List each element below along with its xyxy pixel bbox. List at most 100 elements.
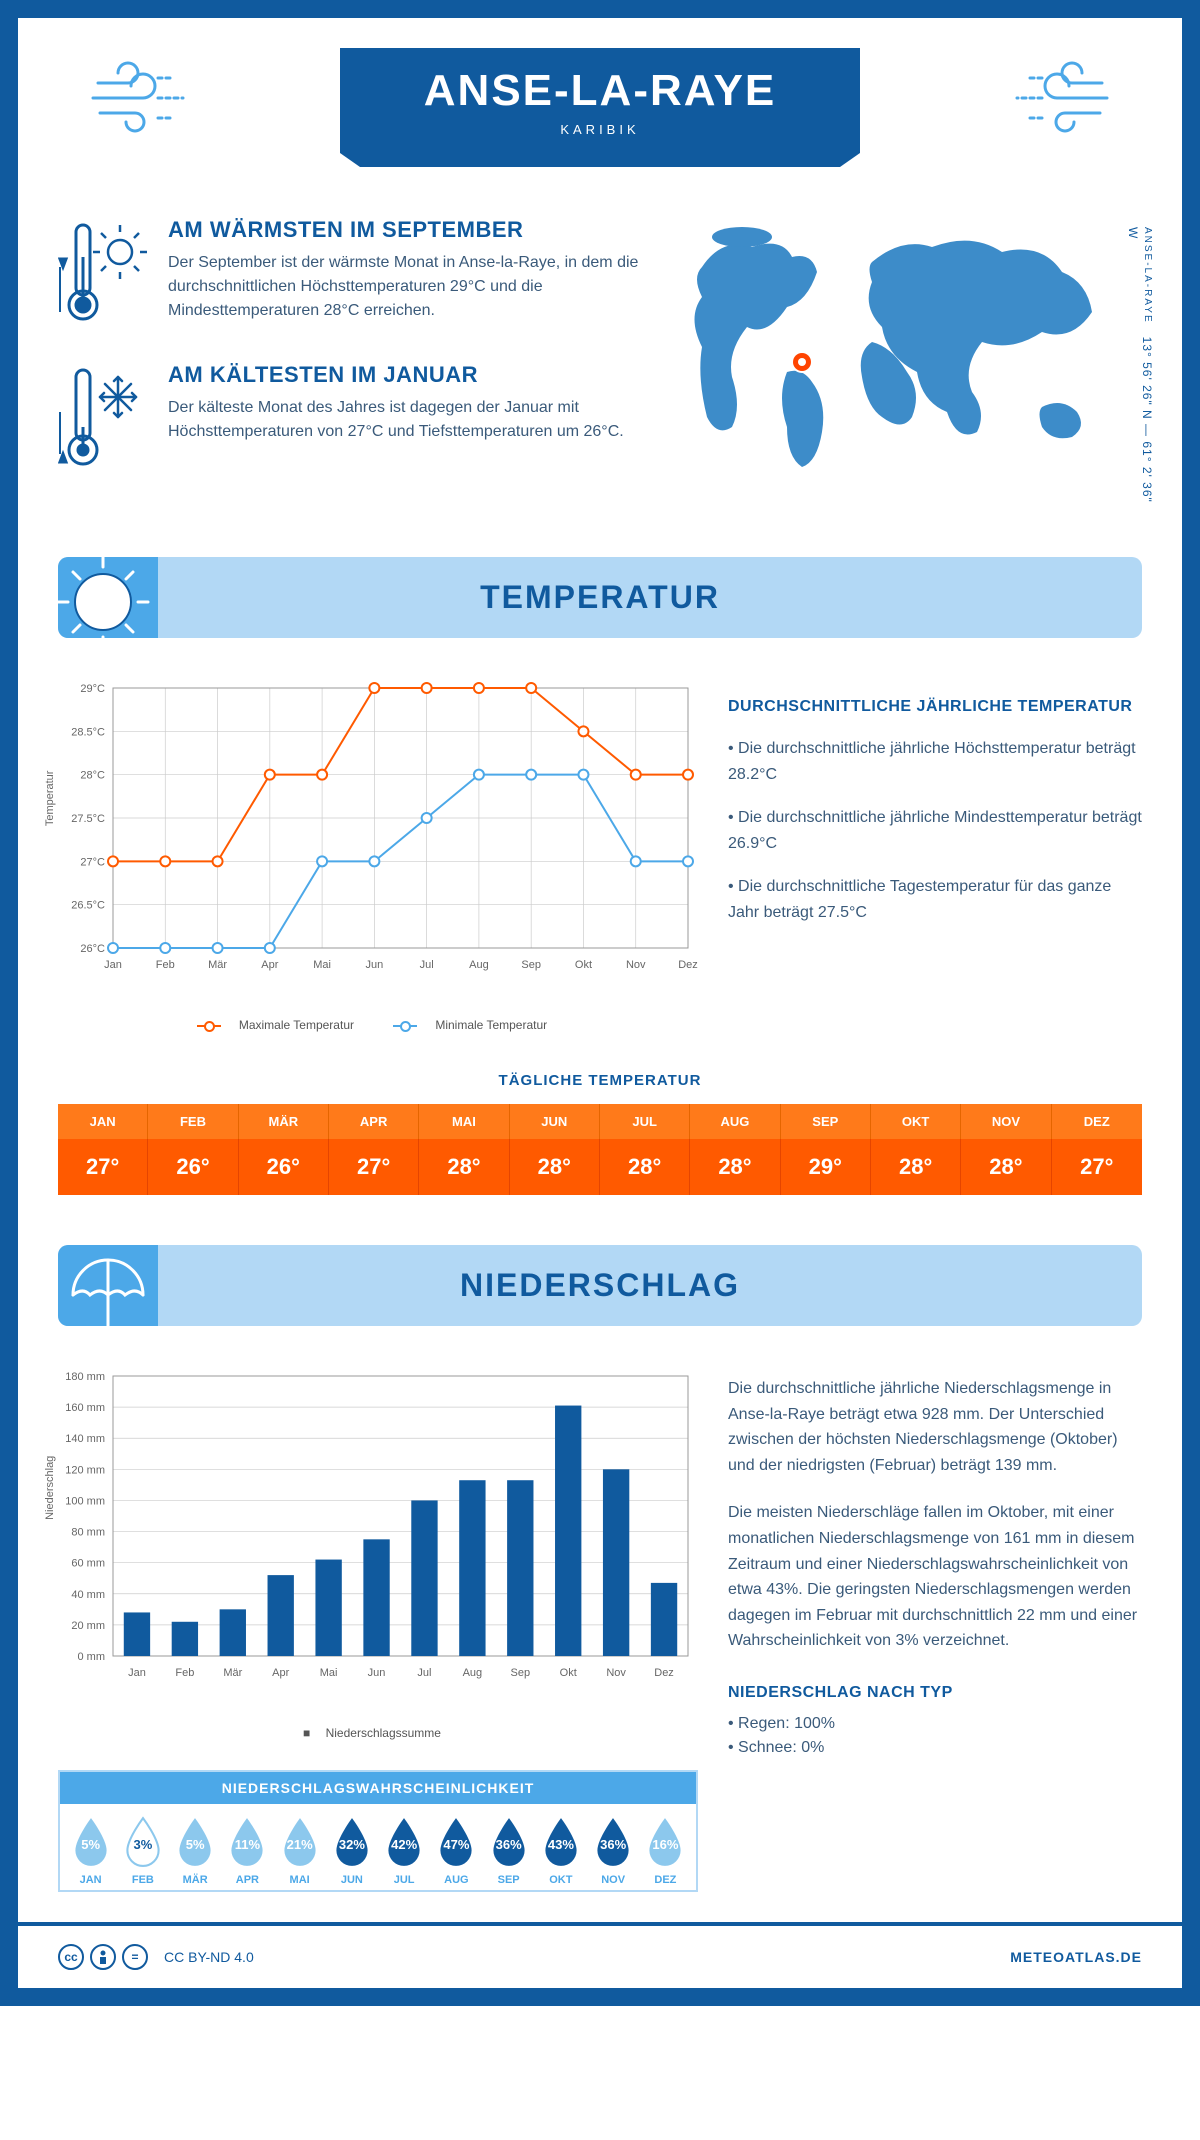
precip-type-item: • Regen: 100% (728, 1712, 1142, 1736)
svg-text:Mär: Mär (208, 959, 227, 971)
precipitation-section-header: NIEDERSCHLAG (58, 1245, 1142, 1326)
daily-column: APR27° (329, 1104, 419, 1195)
svg-text:27°C: 27°C (80, 856, 105, 868)
probability-drops: 5% JAN 3% FEB 5% MÄR 11% APR 21% MAI (60, 1804, 696, 1890)
svg-text:140 mm: 140 mm (65, 1433, 105, 1445)
cc-icon: cc (58, 1944, 84, 1970)
daily-value: 26° (148, 1139, 238, 1195)
svg-text:100 mm: 100 mm (65, 1495, 105, 1507)
daily-column: JUL28° (600, 1104, 690, 1195)
svg-text:Dez: Dez (678, 959, 698, 971)
svg-text:180 mm: 180 mm (65, 1371, 105, 1383)
temperature-summary: DURCHSCHNITTLICHE JÄHRLICHE TEMPERATUR •… (728, 678, 1142, 1032)
svg-text:Mär: Mär (223, 1667, 242, 1679)
probability-title: NIEDERSCHLAGSWAHRSCHEINLICHKEIT (60, 1772, 696, 1804)
probability-drop: 5% MÄR (171, 1816, 220, 1886)
footer: cc = CC BY-ND 4.0 METEOATLAS.DE (18, 1922, 1182, 1988)
precip-paragraph: Die meisten Niederschläge fallen im Okto… (728, 1500, 1142, 1654)
daily-value: 27° (58, 1139, 148, 1195)
daily-column: MAI28° (419, 1104, 509, 1195)
svg-text:29°C: 29°C (80, 683, 105, 695)
thermometer-sun-icon (58, 217, 148, 332)
daily-value: 28° (871, 1139, 961, 1195)
svg-text:160 mm: 160 mm (65, 1402, 105, 1414)
svg-text:60 mm: 60 mm (71, 1558, 105, 1570)
world-map: ANSE-LA-RAYE 13° 56' 26" N — 61° 2' 36" … (672, 217, 1142, 507)
precip-type-item: • Schnee: 0% (728, 1736, 1142, 1760)
daily-column: DEZ27° (1052, 1104, 1142, 1195)
svg-text:26°C: 26°C (80, 943, 105, 955)
coldest-body: Der kälteste Monat des Jahres ist dagege… (168, 396, 642, 444)
daily-month: MAI (419, 1104, 509, 1139)
svg-text:Dez: Dez (654, 1667, 674, 1679)
daily-month: SEP (781, 1104, 871, 1139)
svg-text:27.5°C: 27.5°C (71, 813, 105, 825)
svg-text:Feb: Feb (156, 959, 175, 971)
probability-drop: 5% JAN (66, 1816, 115, 1886)
daily-month: FEB (148, 1104, 238, 1139)
temperature-section-header: TEMPERATUR (58, 557, 1142, 638)
daily-column: JUN28° (510, 1104, 600, 1195)
svg-text:Okt: Okt (575, 959, 592, 971)
svg-text:Jul: Jul (417, 1667, 431, 1679)
summary-item: • Die durchschnittliche jährliche Mindes… (728, 805, 1142, 856)
probability-drop: 36% SEP (484, 1816, 533, 1886)
daily-value: 28° (419, 1139, 509, 1195)
daily-month: MÄR (239, 1104, 329, 1139)
svg-text:Jul: Jul (420, 959, 434, 971)
daily-value: 26° (239, 1139, 329, 1195)
fact-content: AM WÄRMSTEN IM SEPTEMBER Der September i… (168, 217, 642, 323)
svg-text:Apr: Apr (261, 959, 278, 971)
summary-item: • Die durchschnittliche Tagestemperatur … (728, 874, 1142, 925)
daily-value: 28° (690, 1139, 780, 1195)
svg-text:40 mm: 40 mm (71, 1589, 105, 1601)
thermometer-snow-icon (58, 362, 148, 477)
daily-month: JUL (600, 1104, 690, 1139)
temperature-content: Temperatur 26°C26.5°C27°C27.5°C28°C28.5°… (58, 678, 1142, 1032)
summary-item: • Die durchschnittliche jährliche Höchst… (728, 736, 1142, 787)
chart-legend: ■ Niederschlagssumme (58, 1726, 698, 1740)
warmest-body: Der September ist der wärmste Monat in A… (168, 251, 642, 323)
svg-text:Mai: Mai (313, 959, 331, 971)
daily-column: AUG28° (690, 1104, 780, 1195)
bar-chart-svg: 0 mm20 mm40 mm60 mm80 mm100 mm120 mm140 … (58, 1366, 698, 1706)
svg-text:Jan: Jan (104, 959, 122, 971)
warmest-fact: AM WÄRMSTEN IM SEPTEMBER Der September i… (58, 217, 642, 332)
svg-text:Nov: Nov (626, 959, 646, 971)
daily-month: DEZ (1052, 1104, 1142, 1139)
daily-column: FEB26° (148, 1104, 238, 1195)
probability-drop: 11% APR (223, 1816, 272, 1886)
daily-month: AUG (690, 1104, 780, 1139)
wind-icon (1002, 58, 1112, 143)
by-icon (90, 1944, 116, 1970)
daily-column: OKT28° (871, 1104, 961, 1195)
svg-text:Jun: Jun (365, 959, 383, 971)
daily-month: OKT (871, 1104, 961, 1139)
svg-text:Okt: Okt (560, 1667, 577, 1679)
coordinates: ANSE-LA-RAYE 13° 56' 26" N — 61° 2' 36" … (1126, 227, 1154, 507)
daily-column: JAN27° (58, 1104, 148, 1195)
svg-text:20 mm: 20 mm (71, 1620, 105, 1632)
nd-icon: = (122, 1944, 148, 1970)
daily-column: SEP29° (781, 1104, 871, 1195)
svg-text:Sep: Sep (511, 1667, 531, 1679)
daily-value: 28° (600, 1139, 690, 1195)
daily-value: 27° (1052, 1139, 1142, 1195)
probability-drop: 42% JUL (380, 1816, 429, 1886)
fact-content: AM KÄLTESTEN IM JANUAR Der kälteste Mona… (168, 362, 642, 444)
precipitation-content: Niederschlag 0 mm20 mm40 mm60 mm80 mm100… (58, 1366, 1142, 1892)
header: ANSE-LA-RAYE KARIBIK (58, 48, 1142, 167)
probability-drop: 3% FEB (118, 1816, 167, 1886)
daily-month: NOV (961, 1104, 1051, 1139)
svg-text:Aug: Aug (469, 959, 489, 971)
coldest-title: AM KÄLTESTEN IM JANUAR (168, 362, 642, 388)
probability-drop: 21% MAI (275, 1816, 324, 1886)
y-axis-label: Niederschlag (44, 1456, 56, 1520)
probability-drop: 43% OKT (536, 1816, 585, 1886)
section-title: TEMPERATUR (88, 579, 1112, 616)
probability-drop: 32% JUN (327, 1816, 376, 1886)
sun-icon (58, 557, 158, 638)
daily-value: 29° (781, 1139, 871, 1195)
wind-icon (88, 58, 198, 143)
probability-box: NIEDERSCHLAGSWAHRSCHEINLICHKEIT 5% JAN 3… (58, 1770, 698, 1892)
